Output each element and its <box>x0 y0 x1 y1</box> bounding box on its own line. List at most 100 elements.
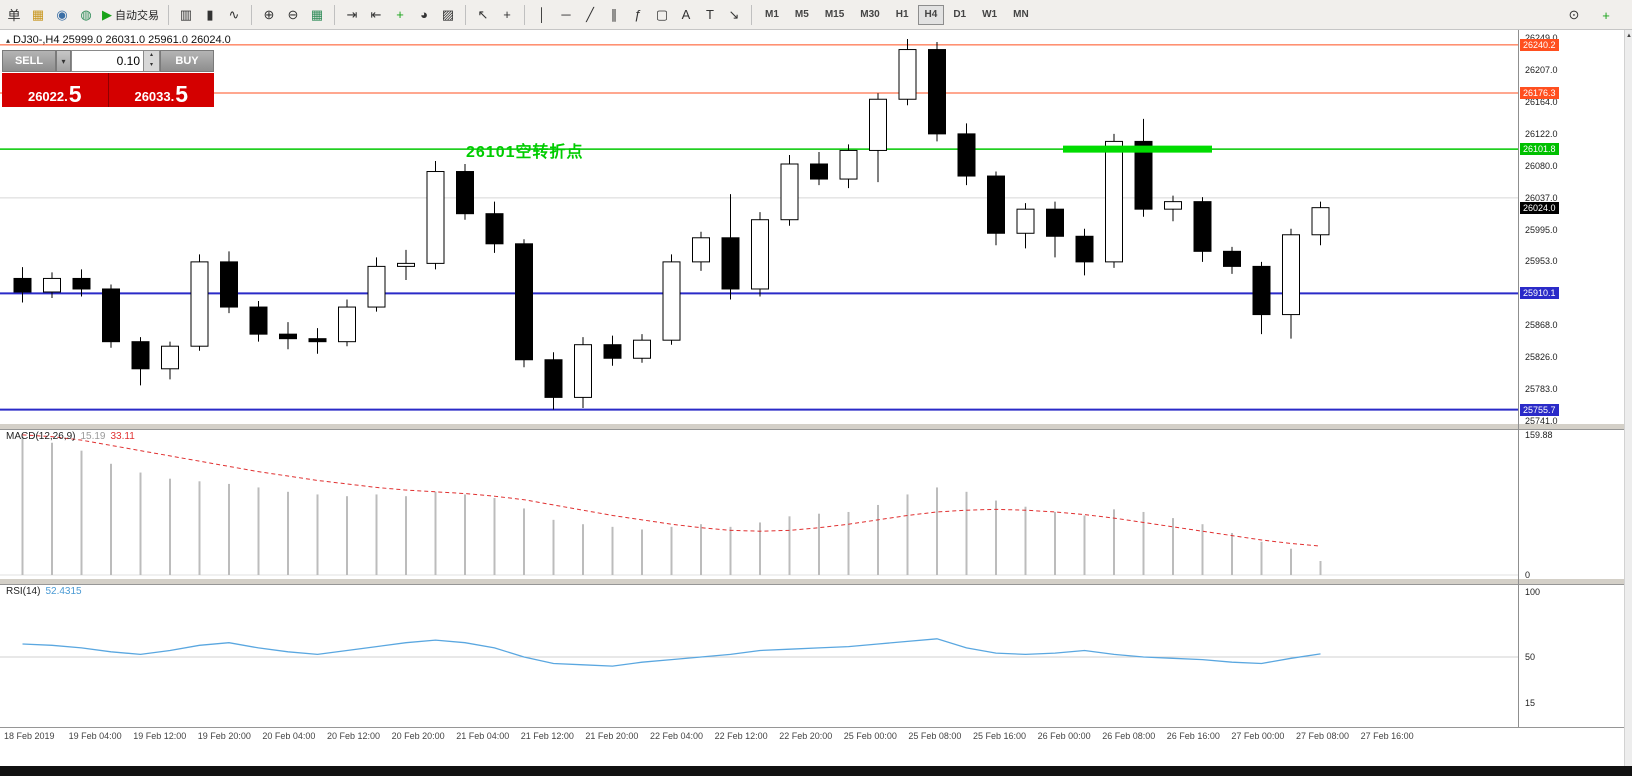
timeframe-m5[interactable]: M5 <box>788 5 816 25</box>
time-tick: 20 Feb 20:00 <box>391 731 445 741</box>
toolbar: 单 ▦ ◉ ◍ ▶ 自动交易 ▥ ▮ ∿ ⊕ ⊖ ▦ ⇥ ⇤ + ◕ ▨ ↖ + │ ─ ╱ ∥ ƒ ▢ A T ↘ M1 M5 M15 M3… <box>0 0 1632 30</box>
search-icon[interactable]: ⊙ <box>1562 3 1586 27</box>
periods-icon[interactable]: ◕ <box>412 3 436 27</box>
charts-icon[interactable]: ▦ <box>26 3 50 27</box>
vertical-line-icon[interactable]: │ <box>530 3 554 27</box>
add-chart-icon[interactable]: + <box>1594 3 1618 27</box>
text-icon[interactable]: A <box>674 3 698 27</box>
indicators-icon: + <box>396 7 404 22</box>
buy-button[interactable]: BUY <box>160 50 214 72</box>
cursor-icon[interactable]: ↖ <box>471 3 495 27</box>
shapes-icon[interactable]: ▢ <box>650 3 674 27</box>
spin-up-icon[interactable]: ▴ <box>144 51 159 61</box>
candle-body <box>279 333 297 340</box>
sell-button[interactable]: SELL <box>2 50 56 72</box>
buy-price-big-digit: 5 <box>175 81 189 107</box>
time-tick: 19 Feb 20:00 <box>197 731 251 741</box>
candle-body <box>662 261 681 341</box>
templates-icon[interactable]: ▨ <box>436 3 460 27</box>
timeframe-d1[interactable]: D1 <box>946 5 973 25</box>
candle-body <box>249 306 268 335</box>
candle-body <box>603 344 622 359</box>
vertical-line-icon: │ <box>537 7 547 22</box>
collapse-arrow-icon[interactable]: ▴ <box>6 36 11 45</box>
channel-icon[interactable]: ∥ <box>602 3 626 27</box>
time-tick: 21 Feb 12:00 <box>520 731 574 741</box>
candle-body <box>1223 250 1241 267</box>
trade-controls-row: SELL ▾ ▴ ▾ BUY <box>2 50 214 72</box>
sell-price-box[interactable]: 26022. 5 <box>2 73 109 107</box>
autotrade-button-glyph: ▶ <box>102 6 112 22</box>
candle-body <box>367 265 386 308</box>
toolbar-separator <box>251 4 252 25</box>
spin-down-icon[interactable]: ▾ <box>144 61 159 71</box>
new-order-button-glyph: 单 <box>7 8 21 23</box>
buy-price-box[interactable]: 26033. 5 <box>108 73 214 107</box>
candle-body <box>72 277 91 290</box>
time-axis: 18 Feb 2019 19 Feb 04:00 19 Feb 12:00 19 Fe… <box>0 731 1520 747</box>
time-tick: 25 Feb 08:00 <box>908 731 962 741</box>
toolbar-separator <box>465 4 466 25</box>
time-axis-separator <box>0 727 1632 728</box>
buy-price: 26033. <box>134 89 175 104</box>
timeframe-mn[interactable]: MN <box>1006 5 1036 25</box>
line-chart-icon: ∿ <box>228 6 240 22</box>
volume-input[interactable] <box>71 50 144 72</box>
auto-scroll-icon: ⇥ <box>346 6 358 22</box>
time-tick: 19 Feb 04:00 <box>68 731 122 741</box>
line-chart-icon[interactable]: ∿ <box>222 3 246 27</box>
vertical-scrollbar[interactable]: ▲ <box>1624 30 1632 766</box>
time-tick: 26 Feb 00:00 <box>1037 731 1091 741</box>
timeframe-m30[interactable]: M30 <box>853 5 886 25</box>
crosshair-icon[interactable]: + <box>495 3 519 27</box>
candle-body <box>692 237 710 263</box>
time-tick: 27 Feb 00:00 <box>1231 731 1285 741</box>
toolbar-right: ⊙ + <box>1562 0 1618 30</box>
bar-chart-icon[interactable]: ▥ <box>174 3 198 27</box>
time-tick: 26 Feb 08:00 <box>1102 731 1156 741</box>
indicators-icon[interactable]: + <box>388 3 412 27</box>
arrows-icon[interactable]: ↘ <box>722 3 746 27</box>
zoom-out-icon: ⊖ <box>287 6 299 22</box>
toolbar-separator <box>168 4 169 25</box>
candle-body <box>426 171 445 264</box>
scroll-up-icon[interactable]: ▲ <box>1626 33 1632 39</box>
candle-body <box>574 344 592 398</box>
chart-shift-icon[interactable]: ⇤ <box>364 3 388 27</box>
pane-separator-macd[interactable] <box>0 423 1632 430</box>
text-label-icon[interactable]: T <box>698 3 722 27</box>
autotrade-button[interactable]: ▶ 自动交易 <box>98 3 163 27</box>
arrows-icon: ↘ <box>728 6 740 22</box>
candle-body <box>1164 201 1182 210</box>
timeframe-h1[interactable]: H1 <box>889 5 916 25</box>
zoom-in-icon[interactable]: ⊕ <box>257 3 281 27</box>
bar-chart-icon: ▥ <box>179 6 193 22</box>
macd-signal-line <box>22 434 1321 547</box>
market-icon[interactable]: ◍ <box>74 3 98 27</box>
auto-scroll-icon[interactable]: ⇥ <box>340 3 364 27</box>
volume-stepper[interactable]: ▴ ▾ <box>144 50 160 72</box>
candlestick-chart-icon[interactable]: ▮ <box>198 3 222 27</box>
candle-body <box>1252 265 1271 316</box>
candle-body <box>898 49 917 100</box>
tile-windows-icon[interactable]: ▦ <box>305 3 329 27</box>
candle-body <box>220 261 238 308</box>
timeframe-h4[interactable]: H4 <box>917 4 945 25</box>
pane-separator-rsi[interactable] <box>0 578 1632 585</box>
candle-body <box>161 345 179 370</box>
timeframe-m1[interactable]: M1 <box>758 5 786 25</box>
new-order-button[interactable]: 单 <box>2 3 26 27</box>
rsi-pane <box>0 638 1518 667</box>
market-icon: ◍ <box>80 6 92 22</box>
trendline-icon[interactable]: ╱ <box>578 3 602 27</box>
fibonacci-icon[interactable]: ƒ <box>626 3 650 27</box>
horizontal-line-icon[interactable]: ─ <box>554 3 578 27</box>
time-tick: 27 Feb 08:00 <box>1296 731 1350 741</box>
timeframe-w1[interactable]: W1 <box>975 5 1004 25</box>
candle-body <box>102 288 120 343</box>
timeframe-m15[interactable]: M15 <box>818 5 851 25</box>
volume-dropdown-button[interactable]: ▾ <box>56 50 71 72</box>
community-icon[interactable]: ◉ <box>50 3 74 27</box>
zoom-out-icon[interactable]: ⊖ <box>281 3 305 27</box>
